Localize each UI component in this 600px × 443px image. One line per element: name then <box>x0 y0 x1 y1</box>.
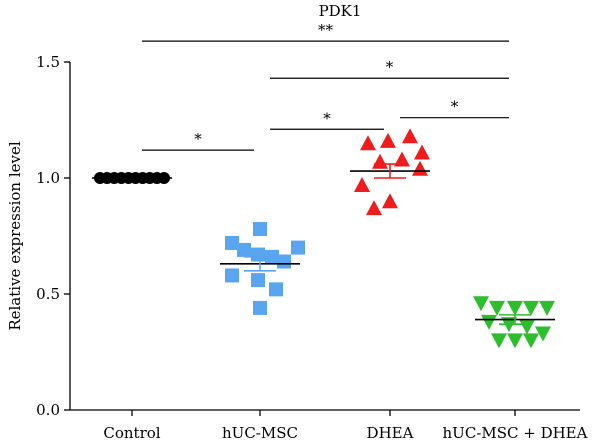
data-point <box>253 300 267 315</box>
x-tick-label: hUC-MSC <box>222 424 298 442</box>
significance-label: * <box>386 58 394 76</box>
x-tick-label: DHEA <box>367 424 414 442</box>
data-point <box>354 176 370 192</box>
significance-label: * <box>451 98 459 116</box>
axes: 0.0 0.5 1.0 1.5 Control hUC-MSC DHEA hUC-MSC + … <box>36 53 587 442</box>
data-point <box>523 300 539 316</box>
data-point <box>402 128 418 144</box>
data-point <box>251 247 265 262</box>
significance-annotations: ****** <box>142 21 509 151</box>
significance-label: * <box>323 109 331 127</box>
data-point <box>253 222 267 237</box>
data-point <box>277 254 291 269</box>
y-tick-label: 1.0 <box>36 169 60 187</box>
data-point <box>481 314 497 330</box>
data-point <box>269 282 283 297</box>
chart-title: PDK1 <box>319 2 362 20</box>
data-point <box>360 135 376 151</box>
data-point <box>414 144 430 160</box>
data-points <box>94 128 555 349</box>
data-point <box>394 151 410 167</box>
data-point <box>380 132 396 148</box>
y-axis-label: Relative expression level <box>6 141 24 331</box>
mean-sem-bars <box>92 163 555 325</box>
data-point <box>225 268 239 283</box>
data-point <box>225 235 239 250</box>
data-point <box>382 193 398 209</box>
data-point <box>519 319 535 335</box>
data-point <box>539 300 555 316</box>
data-point <box>412 160 428 176</box>
y-tick-label: 0.0 <box>36 401 60 419</box>
y-tick-label: 0.5 <box>36 285 60 303</box>
data-point <box>523 333 539 349</box>
significance-label: ** <box>318 21 334 39</box>
significance-label: * <box>194 130 202 148</box>
data-point <box>473 296 489 312</box>
data-point <box>491 333 507 349</box>
data-point <box>489 300 505 316</box>
data-point <box>291 240 305 255</box>
x-tick-label: Control <box>103 424 160 442</box>
x-tick-label: hUC-MSC + DHEA <box>443 424 588 442</box>
data-point <box>237 242 251 257</box>
data-point <box>507 300 523 316</box>
data-point <box>251 273 265 288</box>
data-point <box>366 200 382 216</box>
data-point <box>507 333 523 349</box>
data-point <box>372 153 388 169</box>
data-point <box>535 326 551 342</box>
y-tick-label: 1.5 <box>36 53 60 71</box>
